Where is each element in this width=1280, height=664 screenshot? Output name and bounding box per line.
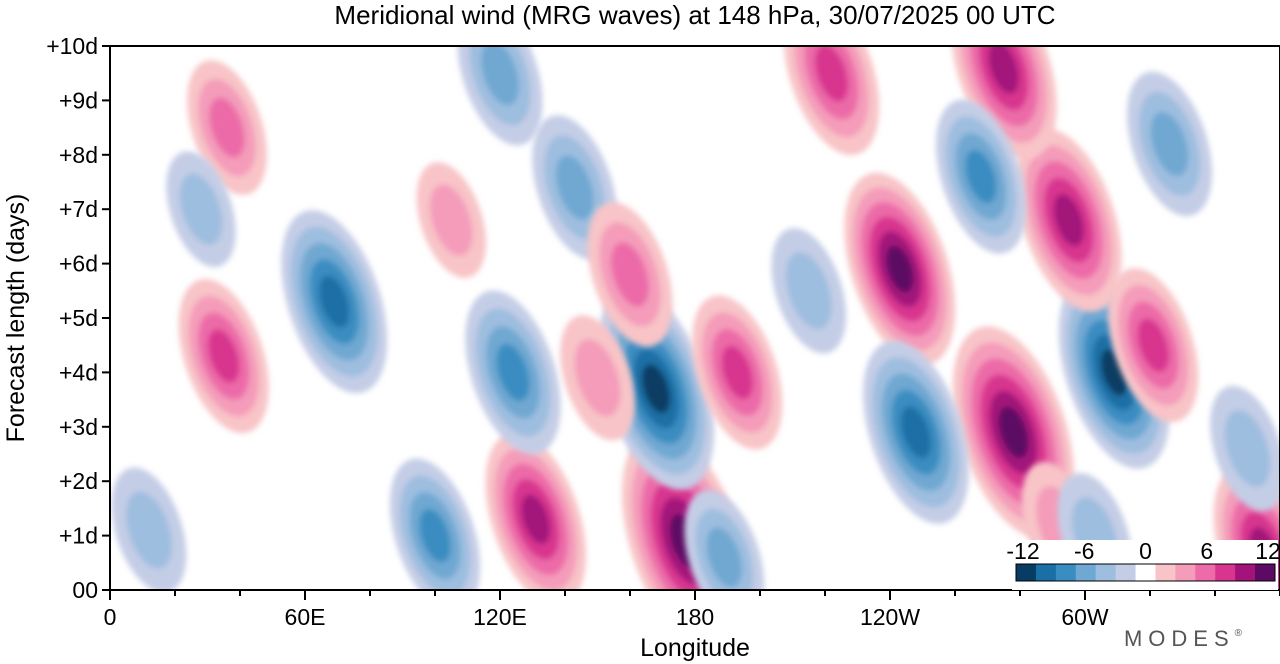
contour-level-4: [1224, 410, 1271, 488]
wind-anomaly-cell: [389, 458, 481, 590]
colorbar-swatch: [1175, 564, 1196, 581]
wind-anomaly-cell: [692, 295, 783, 450]
colorbar-tick-label: 6: [1200, 538, 1213, 564]
colorbar-swatch: [1155, 564, 1176, 581]
contour-level-8: [721, 345, 753, 400]
colorbar-swatch: [1255, 564, 1276, 581]
wind-anomaly-cell: [560, 315, 635, 441]
wind-field: [111, 46, 1280, 590]
modes-watermark: MODES®: [1124, 626, 1248, 651]
x-axis-label: Longitude: [640, 634, 750, 662]
y-axis: 00 +1d +2d +3d +4d +5d +6d +7d +8d +9d +10d: [46, 33, 110, 603]
watermark-text: MODES: [1124, 626, 1235, 651]
contour-level-10: [1053, 194, 1084, 247]
contour-level-6: [1150, 111, 1189, 177]
y-tick-label: +3d: [59, 414, 98, 440]
colorbar-swatch: [1095, 564, 1117, 581]
contour-level-4: [126, 491, 172, 569]
contour-level-4: [179, 173, 223, 245]
contour-level-4: [785, 252, 832, 330]
colorbar-tick-label: 12: [1255, 538, 1280, 564]
colorbar-swatch: [1055, 564, 1077, 581]
contour-level-8: [965, 149, 997, 204]
y-tick-label: +7d: [59, 196, 98, 222]
colorbar-swatch: [1035, 564, 1057, 581]
x-tick-label: 60E: [285, 604, 326, 630]
colorbar-swatch: [1215, 564, 1236, 581]
y-tick-label: +10d: [46, 33, 98, 59]
y-tick-label: +4d: [59, 359, 98, 385]
wind-anomaly-cell: [844, 172, 956, 366]
wind-anomaly-cell: [465, 290, 561, 455]
wind-anomaly-cell: [281, 210, 388, 394]
wind-anomaly-cell: [485, 432, 586, 590]
wind-anomaly-cell: [783, 46, 880, 156]
contour-level-10: [521, 494, 551, 545]
colorbar-swatch: [1135, 564, 1156, 581]
colorbar-tick-label: -12: [1006, 538, 1039, 564]
wind-anomaly-cell: [1210, 385, 1280, 512]
y-axis-label: Forecast length (days): [2, 194, 30, 443]
colorbar-swatch: [1195, 564, 1216, 581]
contour-level-10: [988, 46, 1019, 94]
contour-level-12: [886, 245, 914, 293]
colorbar-swatch: [1235, 564, 1256, 581]
wind-anomaly-cell: [166, 151, 236, 268]
y-tick-label: 00: [72, 577, 98, 603]
x-tick-label: 120W: [860, 604, 920, 630]
contour-level-6: [555, 155, 594, 220]
colorbar-swatch: [1115, 564, 1137, 581]
contour-level-8: [814, 46, 849, 102]
chart-title: Meridional wind (MRG waves) at 148 hPa, …: [334, 0, 1055, 30]
wind-anomaly-cell: [950, 46, 1057, 160]
contour-level-6: [209, 97, 245, 158]
colorbar-frame: [1015, 563, 1276, 582]
wind-anomaly-cell: [1127, 71, 1212, 217]
wind-anomaly-cell: [457, 46, 543, 146]
y-tick-label: +8d: [59, 142, 98, 168]
wind-anomaly-cell: [863, 340, 969, 524]
y-tick-label: +6d: [59, 251, 98, 277]
wind-anomaly-cell: [187, 60, 267, 196]
y-tick-label: +5d: [59, 305, 98, 331]
contour-level-6: [611, 242, 649, 307]
contour-level-8: [496, 343, 530, 401]
contour-level-8: [419, 508, 451, 563]
contour-level-4: [574, 339, 621, 417]
x-tick-label: 0: [104, 604, 117, 630]
wind-anomaly-cell: [1108, 268, 1199, 423]
y-tick-label: +2d: [59, 468, 98, 494]
wind-anomaly-cell: [587, 202, 673, 347]
registered-mark: ®: [1235, 628, 1248, 639]
colorbar-swatch: [1075, 564, 1097, 581]
wind-anomaly-cell: [684, 489, 765, 590]
contour-level-8: [208, 329, 240, 383]
contour-level-6: [706, 527, 742, 588]
wind-anomaly-cell: [771, 228, 847, 354]
wind-anomaly-cell: [935, 99, 1027, 254]
contour-level-10: [319, 275, 350, 328]
colorbar-swatch: [1016, 564, 1037, 581]
colorbar-tick-label: -6: [1074, 538, 1094, 564]
colorbar-tick-label: 0: [1139, 538, 1152, 564]
wind-anomaly-cell: [111, 467, 187, 590]
x-axis: 0 60E 120E 180 120W 60W: [104, 590, 1280, 630]
x-tick-label: 120E: [473, 604, 527, 630]
contour-level-6: [481, 46, 519, 106]
wind-anomaly-cell: [416, 162, 486, 278]
y-tick-label: +9d: [59, 87, 98, 113]
wind-anomaly-cell: [1015, 128, 1122, 312]
wind-anomaly-cell: [178, 279, 269, 434]
contour-level-8: [1137, 318, 1169, 372]
colorbar: -12 -6 0 6 12: [1006, 538, 1280, 590]
x-tick-label: 180: [676, 604, 714, 630]
contour-level-4: [429, 184, 473, 256]
contour-level-12: [998, 406, 1029, 458]
contour-level-10: [900, 406, 932, 459]
x-tick-label: 60W: [1061, 604, 1109, 630]
y-tick-label: +1d: [59, 523, 98, 549]
contour-level-12: [641, 364, 671, 414]
